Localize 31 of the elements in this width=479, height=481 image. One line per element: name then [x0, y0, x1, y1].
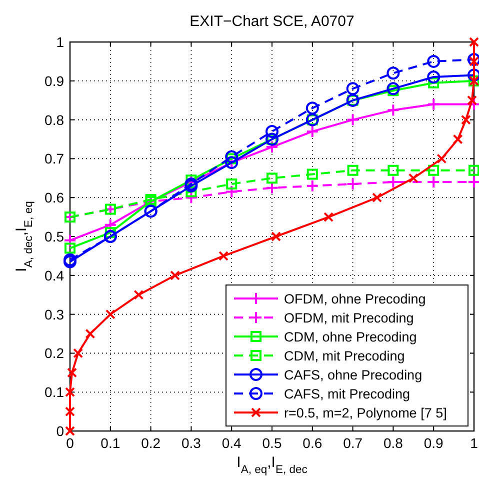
legend-label: CDM, mit Precoding — [284, 348, 405, 364]
x-tick-label: 0 — [66, 435, 74, 451]
y-tick-label: 1 — [56, 34, 64, 50]
x-tick-label: 0.3 — [181, 435, 202, 451]
x-tick-label: 0.7 — [343, 435, 363, 451]
x-axis-title: I$_{A, eq}$,I$_{E, dec}$ — [236, 454, 308, 476]
y-tick-label: 0.3 — [44, 306, 64, 322]
legend-label: OFDM, mit Precoding — [284, 310, 414, 326]
x-tick-label: 0.4 — [222, 435, 242, 451]
legend-label: CAFS, ohne Precoding — [284, 368, 422, 382]
y-tick-label: 0.1 — [44, 384, 64, 400]
legend-label: r=0.5, m=2, Polynome [7 5] — [284, 406, 447, 420]
y-tick-label: 0.8 — [44, 112, 64, 128]
y-tick-label: 0.2 — [44, 345, 64, 362]
x-tick-label: 0.8 — [383, 435, 404, 451]
x-tick-label: 0.2 — [141, 435, 161, 451]
y-tick-label: 0.5 — [44, 228, 64, 244]
x-tick-label: 0.5 — [262, 435, 282, 451]
legend-label: OFDM, ohne Precoding — [284, 292, 426, 306]
y-tick-label: 0.9 — [44, 72, 64, 89]
chart-title: EXIT−Chart SCE, A0707 — [190, 13, 354, 30]
legend-label: CDM, ohne Precoding — [284, 330, 417, 344]
x-tick-label: 0.1 — [100, 435, 120, 451]
y-tick-label: 0.4 — [44, 267, 64, 284]
x-tick-label: 0.6 — [302, 435, 322, 451]
y-tick-label: 0.7 — [44, 150, 64, 167]
y-tick-label: 0 — [56, 423, 64, 439]
x-tick-label: 0.9 — [424, 435, 444, 451]
legend-label: CAFS, mit Precoding — [284, 386, 410, 402]
x-tick-label: 1 — [470, 435, 478, 451]
y-tick-label: 0.6 — [44, 190, 64, 206]
